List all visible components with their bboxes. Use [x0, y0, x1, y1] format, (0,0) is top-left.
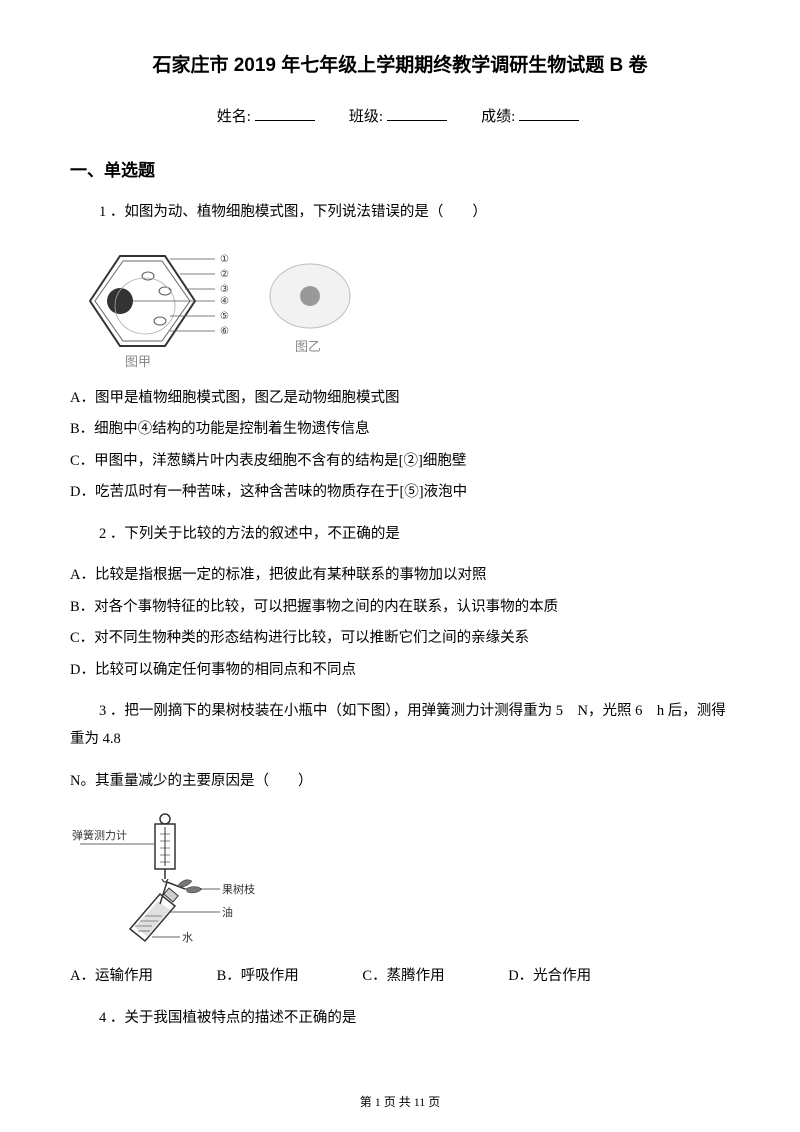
svg-text:弹簧测力计: 弹簧测力计 [72, 828, 127, 842]
q2-stem: 2 ．下列关于比较的方法的叙述中，不正确的是 [70, 521, 730, 549]
q1-optD: D．吃苦瓜时有一种苦味，这种含苦味的物质存在于[⑤]液泡中 [70, 479, 730, 507]
svg-text:⑥: ⑥ [220, 326, 229, 337]
q3-optA: A．运输作用 [70, 963, 153, 991]
q1-stem: 1 ．如图为动、植物细胞模式图，下列说法错误的是（ ） [70, 199, 730, 227]
q3-figure: 弹簧测力计 果树枝 油 水 [70, 809, 730, 949]
q1-figure: ① ② ③ ④ ⑤ ⑥ 图甲 图乙 [70, 241, 730, 371]
svg-text:⑤: ⑤ [220, 311, 229, 322]
name-blank [255, 120, 315, 121]
svg-text:①: ① [220, 254, 229, 265]
svg-text:果树枝: 果树枝 [222, 882, 255, 896]
q2-optA: A．比较是指根据一定的标准，把彼此有某种联系的事物加以对照 [70, 562, 730, 590]
svg-text:④: ④ [220, 296, 229, 307]
page-footer: 第 1 页 共 11 页 [0, 1093, 800, 1110]
class-label: 班级: [349, 109, 383, 125]
name-label: 姓名: [217, 109, 251, 125]
q1-optC: C．甲图中，洋葱鳞片叶内表皮细胞不含有的结构是[②]细胞壁 [70, 448, 730, 476]
q2-optD: D．比较可以确定任何事物的相同点和不同点 [70, 657, 730, 685]
q3-options: A．运输作用 B．呼吸作用 C．蒸腾作用 D．光合作用 [70, 963, 730, 991]
svg-text:图乙: 图乙 [295, 339, 321, 354]
section-heading: 一、单选题 [70, 156, 730, 181]
class-blank [387, 120, 447, 121]
q2-optC: C．对不同生物种类的形态结构进行比较，可以推断它们之间的亲缘关系 [70, 625, 730, 653]
score-blank [519, 120, 579, 121]
q1-optA: A．图甲是植物细胞模式图，图乙是动物细胞模式图 [70, 385, 730, 413]
q4-stem: 4 ．关于我国植被特点的描述不正确的是 [70, 1005, 730, 1033]
q3-optB: B．呼吸作用 [217, 963, 299, 991]
score-label: 成绩: [481, 109, 515, 125]
q3-optC: C．蒸腾作用 [362, 963, 444, 991]
page-title: 石家庄市 2019 年七年级上学期期终教学调研生物试题 B 卷 [70, 50, 730, 77]
q3-stem-line2: N。其重量减少的主要原因是（ ） [70, 768, 730, 796]
q3-stem-line1: 3 ．把一刚摘下的果树枝装在小瓶中（如下图），用弹簧测力计测得重为 5 N，光照… [70, 698, 730, 753]
svg-text:图甲: 图甲 [125, 354, 151, 369]
svg-text:③: ③ [220, 284, 229, 295]
q3-optD: D．光合作用 [508, 963, 591, 991]
q1-optB: B．细胞中④结构的功能是控制着生物遗传信息 [70, 416, 730, 444]
q2-optB: B．对各个事物特征的比较，可以把握事物之间的内在联系，认识事物的本质 [70, 594, 730, 622]
svg-text:②: ② [220, 269, 229, 280]
svg-text:油: 油 [222, 905, 233, 919]
info-line: 姓名: 班级: 成绩: [70, 105, 730, 126]
svg-text:水: 水 [182, 931, 193, 944]
